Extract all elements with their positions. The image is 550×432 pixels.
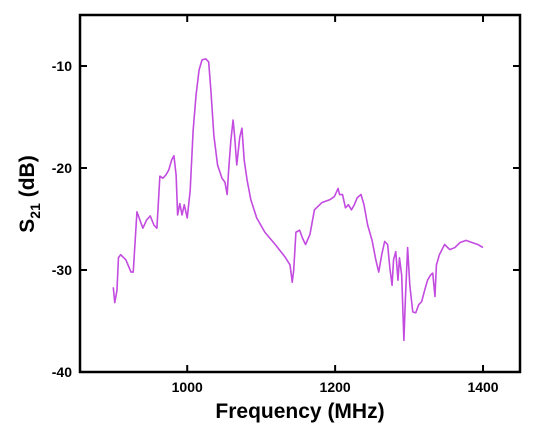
y-tick-label: -20	[52, 160, 72, 176]
y-axis-label: S21 (dB)	[16, 155, 43, 232]
y-tick-label: -30	[52, 262, 72, 278]
data-line	[112, 58, 484, 342]
y-tick-label: -40	[52, 364, 72, 380]
x-tick-label: 1000	[172, 379, 203, 395]
x-tick-label: 1200	[320, 379, 351, 395]
x-tick-label: 1400	[467, 379, 498, 395]
y-tick-label: -10	[52, 58, 72, 74]
y-axis-label-main: S	[16, 219, 39, 233]
y-axis-label-sub: 21	[27, 203, 43, 219]
y-axis-label-unit: (dB)	[16, 155, 39, 203]
plot-frame	[78, 13, 522, 374]
x-axis-label: Frequency (MHz)	[215, 400, 384, 423]
